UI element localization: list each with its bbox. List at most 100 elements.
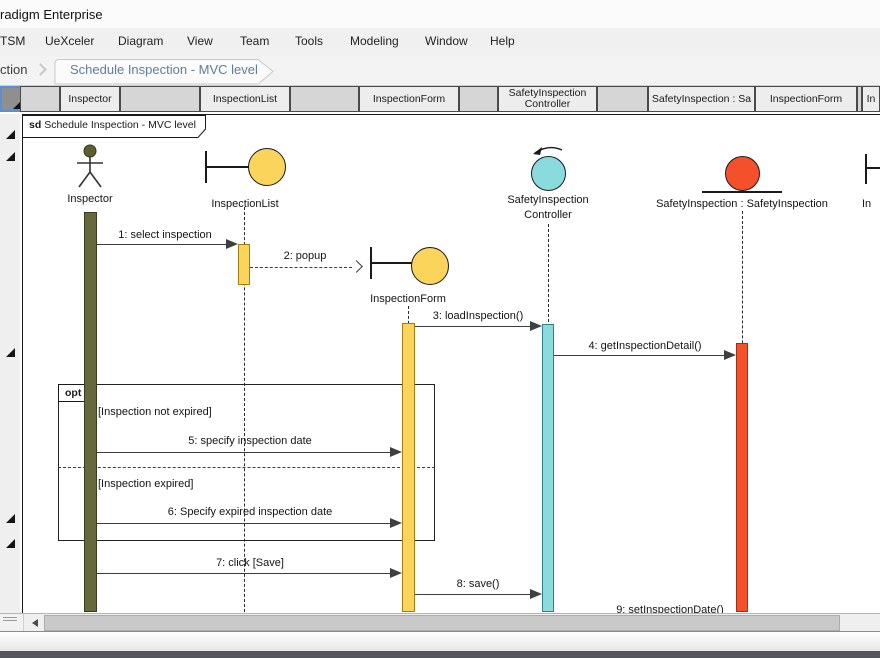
activation-inspectionlist[interactable] [238,244,250,285]
message-7-label[interactable]: 7: click [Save] [216,557,284,569]
menu-item-team[interactable]: Team [240,34,270,48]
menu-item-tools[interactable]: Tools [295,34,324,48]
boundary-icon-inspectionlist[interactable] [248,148,286,186]
header-cell-spacer[interactable] [290,86,359,112]
lifeline-label-controller-line1[interactable]: SafetyInspection [507,194,589,206]
header-cell-partial[interactable]: In [862,86,880,112]
header-cell-spacer[interactable] [120,86,200,112]
message-1-line[interactable] [97,244,226,245]
lifeline-label-partial[interactable]: In [862,198,872,210]
window-title: radigm Enterprise [0,7,103,22]
message-8-label[interactable]: 8: save() [456,578,500,590]
menu-item-uexceler[interactable]: UeXceler [45,34,95,48]
frame-title: Schedule Inspection - MVC level [44,119,196,131]
activation-inspector[interactable] [84,212,97,612]
menu-item-help[interactable]: Help [490,34,515,48]
header-cell-safetyinspection[interactable]: SafetyInspection : Sa [648,86,755,112]
scroll-left-icon [31,619,38,627]
lifeline-label-safetyinspection[interactable]: SafetyInspection : SafetyInspection [656,198,828,210]
menu-item-modeling[interactable]: Modeling [350,34,399,48]
header-cell-spacer[interactable] [597,86,648,112]
guard-expired[interactable]: [Inspection expired] [98,478,194,490]
message-6-arrowhead-icon [390,518,402,528]
message-9-label[interactable]: 9: setInspectionDate() [616,604,724,613]
message-6-label[interactable]: 6: Specify expired inspection date [167,506,333,518]
lifeline-label-inspectionform[interactable]: InspectionForm [370,293,446,305]
lifeline-label-controller-line2[interactable]: Controller [524,209,572,221]
boundary-icon-line[interactable] [207,166,249,168]
menu-item-tsm[interactable]: TSM [0,34,26,48]
scroll-left-button[interactable] [25,614,44,632]
boundary-icon-bar[interactable] [205,151,207,183]
message-3-label[interactable]: 3: loadInspection() [432,310,524,322]
control-icon-arrow [533,146,563,155]
message-2-label[interactable]: 2: popup [283,250,327,262]
message-4-arrowhead-icon [724,350,736,360]
message-1-label[interactable]: 1: select inspection [118,229,212,241]
corner-resize-icon [13,101,21,109]
message-3-arrowhead-icon [530,321,542,331]
control-icon-controller[interactable] [531,156,566,191]
menu-item-diagram[interactable]: Diagram [118,34,164,48]
diagram-canvas[interactable]: sd Schedule Inspection - MVC level Inspe… [20,114,880,613]
scrollbar-thumb[interactable] [44,615,840,631]
message-5-label[interactable]: 5: specify inspection date [188,435,312,447]
message-2-open-arrowhead-icon [350,260,363,273]
message-2-line[interactable] [250,267,352,268]
header-cell-inspectionlist[interactable]: InspectionList [200,86,290,112]
lifeline-inspectionlist[interactable] [244,207,245,612]
message-7-line[interactable] [97,573,390,574]
sd-frame-label-text: sd Schedule Inspection - MVC level [29,119,196,131]
breadcrumb-chevron-icon [34,63,47,76]
row-marker-icon[interactable] [6,539,15,548]
actor-icon[interactable] [72,144,108,191]
message-3-line[interactable] [415,326,530,327]
boundary-icon-bar[interactable] [865,154,867,184]
header-cell-spacer[interactable] [857,86,862,112]
header-cell-inspectionform[interactable]: InspectionForm [359,86,459,112]
header-cell-inspector[interactable]: Inspector [60,86,120,112]
row-marker-icon[interactable] [6,348,15,357]
header-cell-controller-line2: Controller [524,98,571,110]
message-4-line[interactable] [554,355,724,356]
message-7-arrowhead-icon [390,568,402,578]
lifeline-label-inspectionlist[interactable]: InspectionList [211,198,279,210]
message-4-label[interactable]: 4: getInspectionDetail() [588,340,702,352]
status-bar [0,632,880,651]
boundary-icon-bar[interactable] [370,247,372,279]
h-scrollbar[interactable] [0,613,880,632]
menu-item-view[interactable]: View [187,34,213,48]
menu-item-window[interactable]: Window [425,34,468,48]
bottom-bar [0,651,880,658]
breadcrumb-current-label[interactable]: Schedule Inspection - MVC level [70,62,258,77]
message-6-line[interactable] [97,523,390,524]
activation-inspectionform[interactable] [402,323,415,612]
boundary-icon-line[interactable] [867,167,880,169]
activation-controller[interactable] [542,324,554,612]
header-cell-controller[interactable]: SafetyInspection Controller [498,86,597,112]
splitter-grip-icon[interactable] [3,620,17,621]
breadcrumb-prev[interactable]: ction [0,62,28,77]
message-5-line[interactable] [97,452,390,453]
splitter-grip-icon[interactable] [3,617,17,618]
row-marker-icon[interactable] [6,152,15,161]
frame-keyword: sd [29,119,42,131]
lifeline-label-inspector[interactable]: Inspector [67,193,113,205]
fragment-opt[interactable] [58,384,435,541]
sd-frame-label[interactable] [22,115,208,138]
boundary-icon-line[interactable] [372,262,412,264]
message-8-line[interactable] [415,594,530,595]
header-cell-spacer[interactable] [459,86,498,112]
activation-safetyinspection[interactable] [736,343,748,612]
entity-icon-safetyinspection[interactable] [725,156,760,191]
header-cell-inspectionform2[interactable]: InspectionForm [755,86,857,112]
frame-left-border [22,114,23,613]
row-marker-icon[interactable] [6,514,15,523]
scrollbar-corner [0,614,24,632]
boundary-icon-inspectionform[interactable] [411,247,449,285]
breadcrumb-current-tab[interactable] [54,58,276,86]
header-cell-spacer[interactable] [20,86,60,112]
guard-not-expired[interactable]: [Inspection not expired] [98,406,212,418]
row-marker-icon[interactable] [6,130,15,139]
